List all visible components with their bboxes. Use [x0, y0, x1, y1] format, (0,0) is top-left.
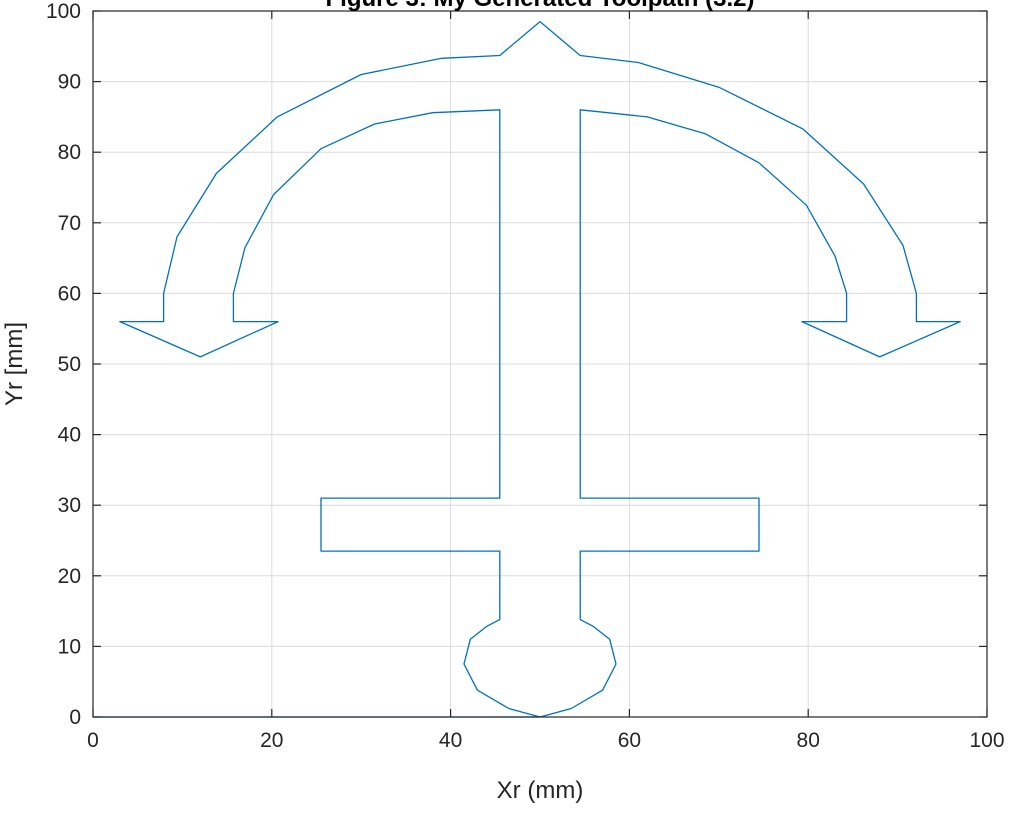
y-tick-label: 100	[46, 0, 81, 23]
y-tick-label: 70	[58, 212, 81, 235]
y-tick-label: 0	[69, 706, 81, 729]
x-tick-label: 60	[618, 729, 641, 752]
toolpath-series-line	[119, 20, 961, 718]
x-tick-label: 40	[439, 729, 462, 752]
y-axis-label: Yr [mm]	[1, 322, 28, 406]
chart-title: Figure 3: My Generated Toolpath (3.2)	[326, 0, 755, 12]
y-tick-label: 50	[58, 353, 81, 376]
x-tick-label: 0	[87, 729, 99, 752]
x-axis-label: Xr (mm)	[497, 777, 584, 804]
y-tick-label: 90	[58, 71, 81, 94]
y-tick-label: 10	[58, 635, 81, 658]
x-tick-label: 100	[969, 729, 1004, 752]
x-tick-label: 20	[260, 729, 283, 752]
x-tick-label: 80	[797, 729, 820, 752]
tick-layer: 0 20 40 60 80 100 0 10 20 30 40 50 60 70 80 90 100	[46, 0, 1005, 752]
y-tick-label: 80	[58, 141, 81, 164]
y-tick-label: 40	[58, 424, 81, 447]
y-tick-label: 30	[58, 494, 81, 517]
y-tick-label: 60	[58, 282, 81, 305]
y-tick-label: 20	[58, 565, 81, 588]
